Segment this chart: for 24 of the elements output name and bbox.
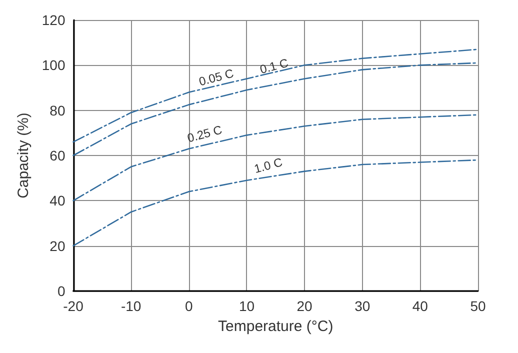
x-tick-label: 20 (296, 298, 313, 314)
y-tick-label: 80 (50, 102, 66, 118)
x-axis-title: Temperature (°C) (218, 318, 334, 335)
y-tick-label: 100 (42, 57, 66, 74)
annotation: 0.1 C (258, 56, 290, 77)
annotation: 0.05 C (197, 66, 236, 89)
y-tick-label: 0 (57, 283, 66, 299)
y-tick-label: 20 (50, 238, 66, 254)
x-tick-label: -10 (120, 298, 142, 314)
line-series (72, 48, 479, 143)
annotation: 0.25 C (186, 122, 224, 146)
y-axis-title: Capacity (%) (15, 112, 32, 198)
x-tick-label: 50 (470, 298, 486, 314)
y-tick-label: 60 (50, 148, 66, 164)
x-tick-label: 0 (185, 298, 193, 314)
line-series (72, 159, 479, 246)
line-series (72, 114, 479, 202)
x-tick-label: -20 (63, 298, 84, 314)
x-tick-label: 40 (412, 298, 428, 314)
annotation: 1.0 C (252, 154, 284, 176)
x-tick-label: 10 (238, 298, 255, 314)
y-tick-label: 120 (42, 12, 66, 28)
y-tick-label: 40 (50, 192, 66, 209)
x-tick-label: 30 (354, 298, 370, 314)
